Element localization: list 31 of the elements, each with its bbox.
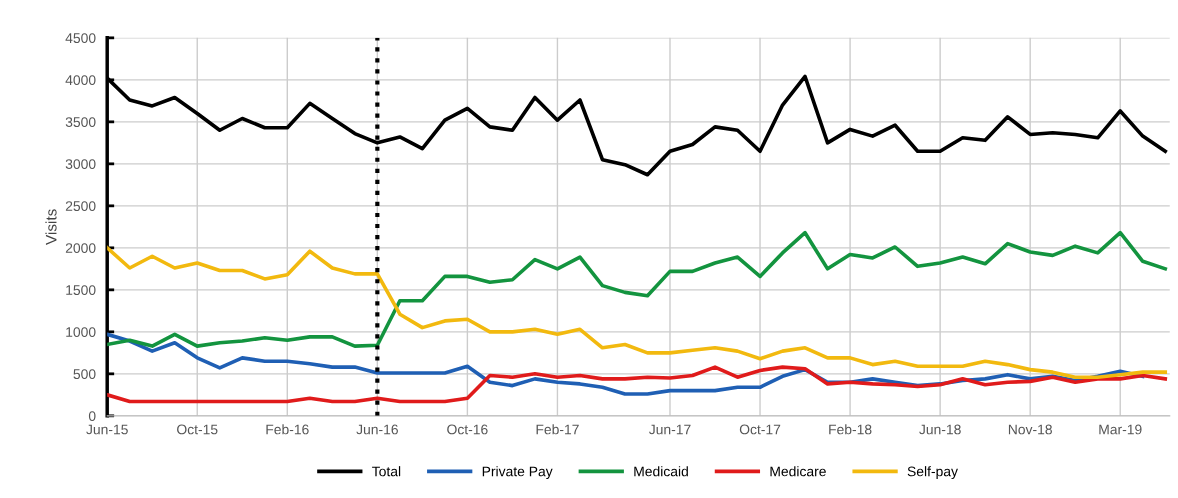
x-tick-label: Jun-17 bbox=[648, 424, 691, 435]
y-axis-title: Visits bbox=[45, 209, 57, 245]
x-tick-label: Feb-16 bbox=[266, 424, 309, 435]
y-tick-label: 500 bbox=[73, 369, 96, 379]
y-tick-label: 2000 bbox=[65, 243, 96, 254]
legend-label: Self-pay bbox=[907, 466, 958, 480]
y-tick-label: 0 bbox=[88, 411, 96, 421]
x-tick-label: Mar-19 bbox=[1099, 424, 1142, 435]
x-tick-label: Nov-18 bbox=[1008, 424, 1052, 435]
x-tick-label: Jun-16 bbox=[356, 424, 398, 435]
x-tick-label: Oct-17 bbox=[739, 424, 781, 435]
line-series bbox=[107, 246, 1168, 379]
legend-label: Private Pay bbox=[482, 466, 553, 480]
x-tick-label: Jun-18 bbox=[919, 424, 961, 435]
line-series bbox=[107, 365, 1168, 404]
y-tick-label: 3500 bbox=[65, 117, 96, 128]
x-tick-label: Feb-17 bbox=[536, 424, 579, 435]
y-tick-label: 4000 bbox=[65, 75, 96, 86]
x-tick-label: Feb-18 bbox=[829, 424, 872, 435]
legend-label: Medicare bbox=[770, 466, 826, 477]
line-series bbox=[107, 230, 1168, 348]
legend-label: Total bbox=[372, 466, 401, 477]
x-tick-label: Jun-15 bbox=[86, 424, 128, 435]
y-tick-label: 1000 bbox=[66, 327, 96, 337]
x-tick-label: Oct-15 bbox=[177, 424, 218, 435]
y-tick-label: 4500 bbox=[65, 33, 96, 44]
x-tick-label: Oct-16 bbox=[447, 424, 488, 435]
legend-label: Medicaid bbox=[634, 466, 688, 477]
y-tick-label: 3000 bbox=[65, 159, 96, 170]
y-tick-label: 1500 bbox=[66, 285, 96, 296]
y-tick-label: 2500 bbox=[65, 201, 96, 212]
